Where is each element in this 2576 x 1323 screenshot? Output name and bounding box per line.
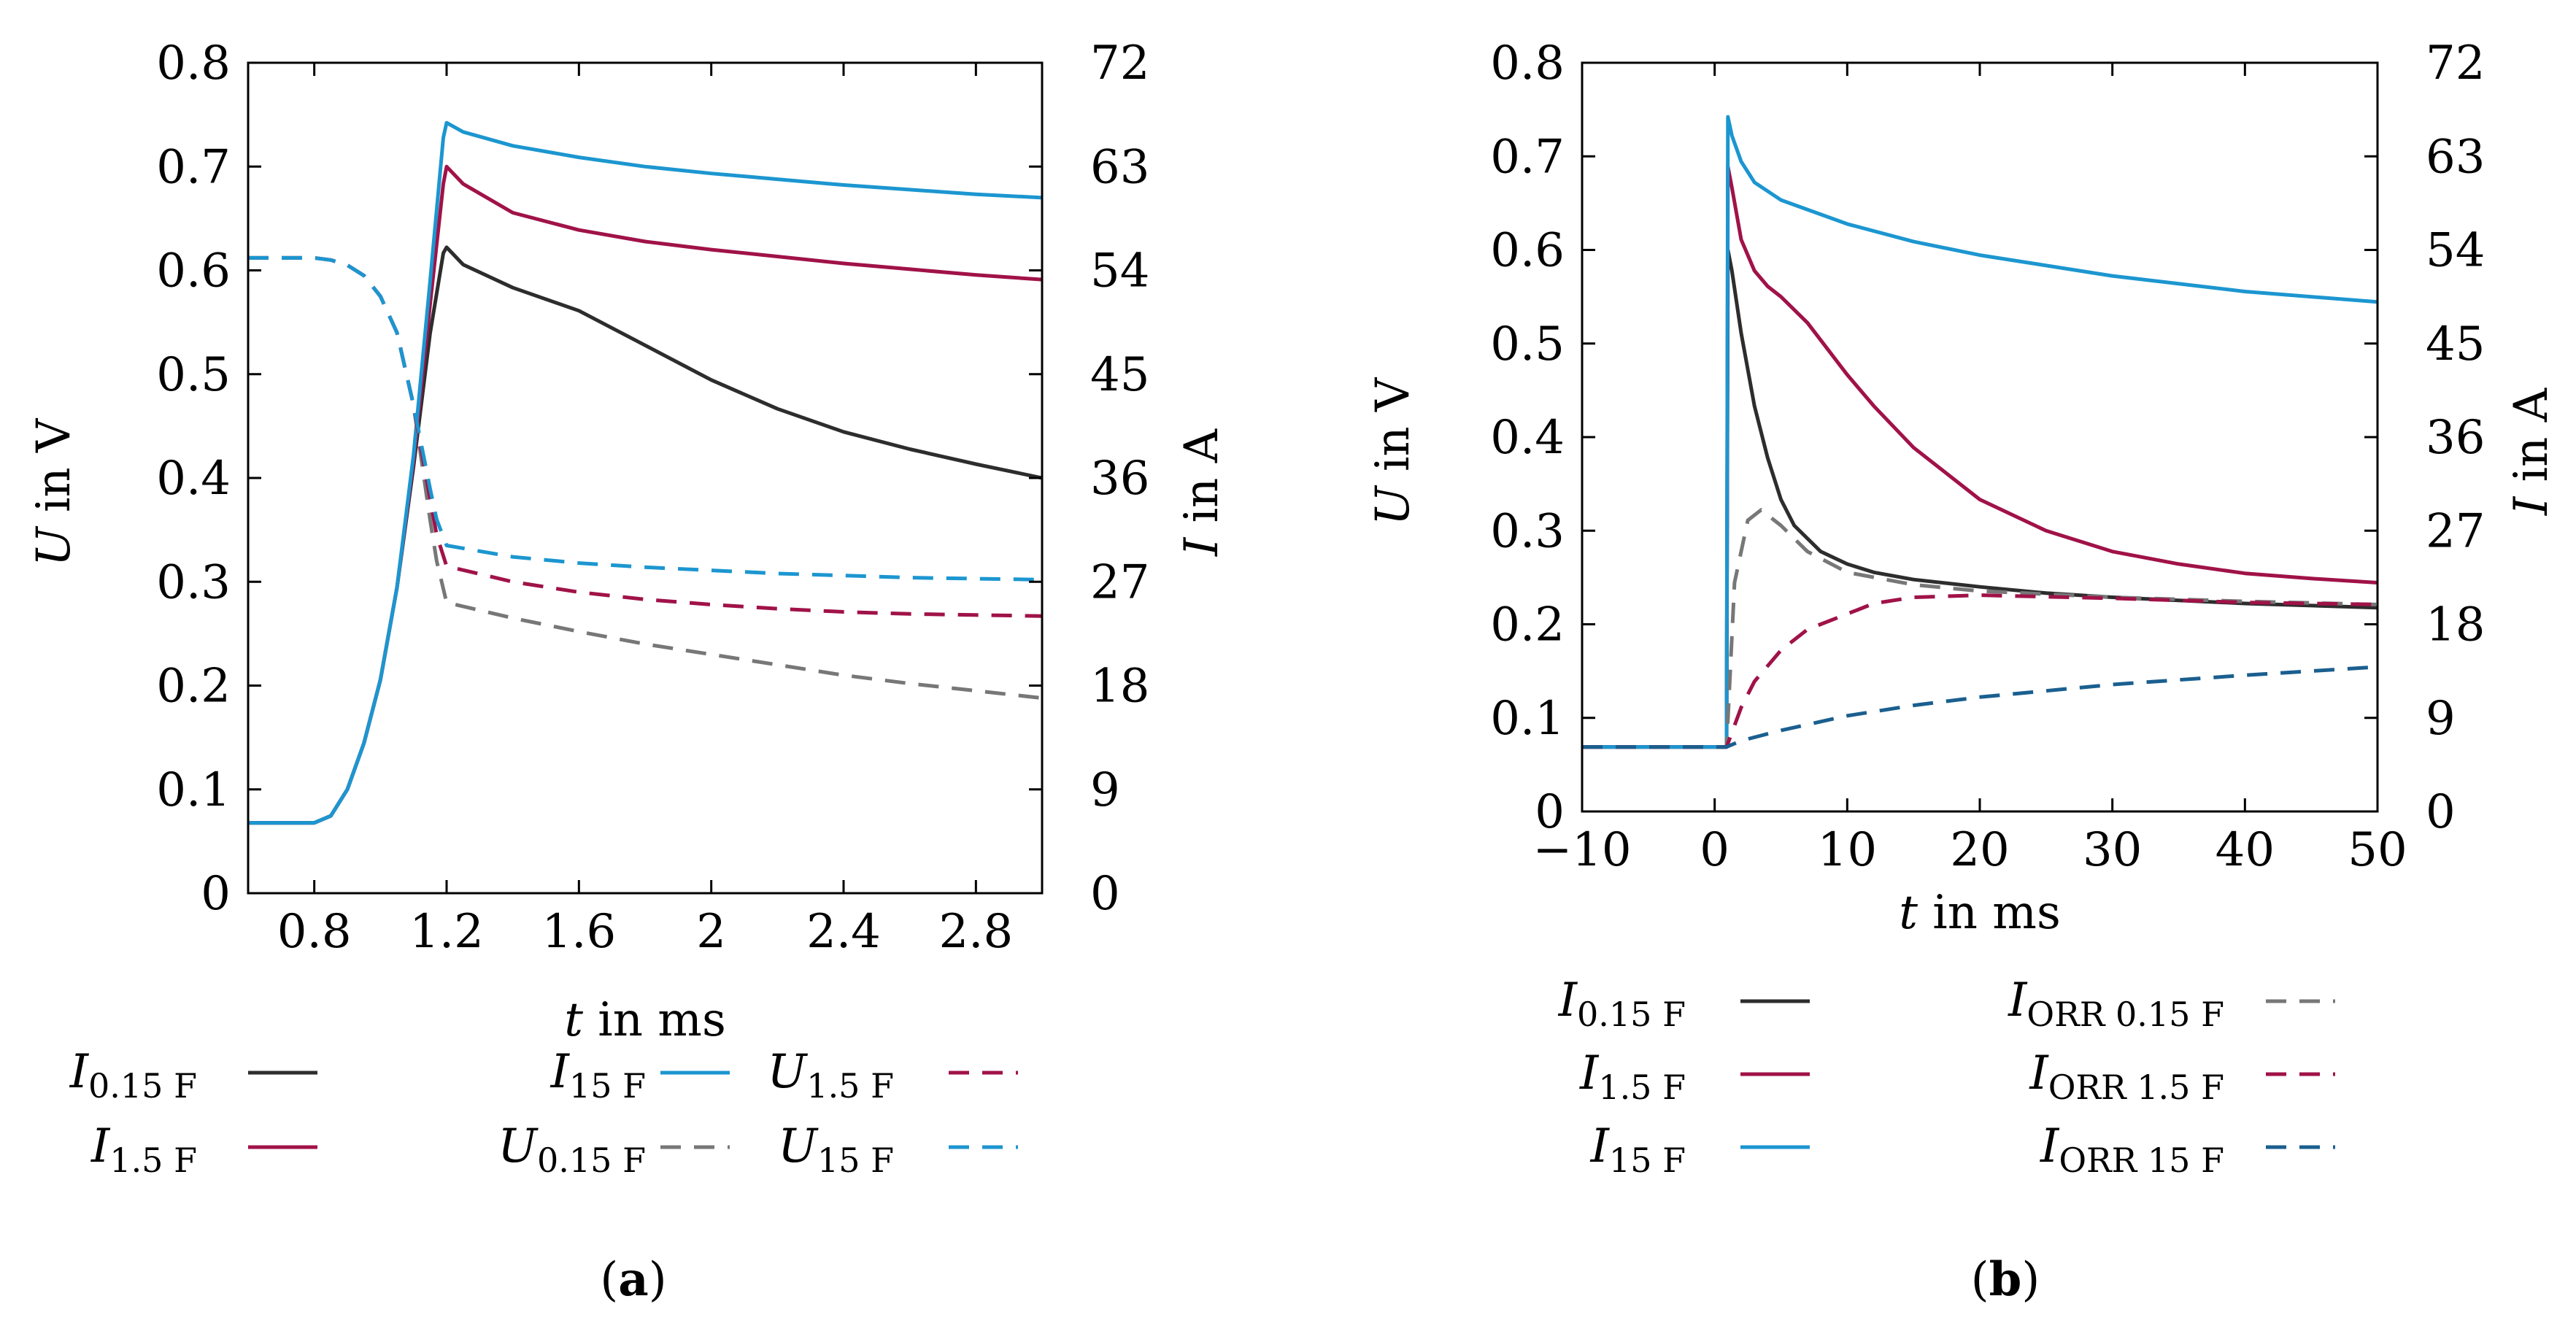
- legend: I0.15 F I1.5 F I15 F U0.15 F U1.5 F U15 F: [69, 1045, 1018, 1180]
- y-left-tick-label: 0.1: [1490, 692, 1565, 746]
- y-left-tick-label: 0.8: [1490, 36, 1565, 90]
- y-right-tick-label: 18: [1090, 660, 1149, 714]
- chart-panel-b: −10 0 10 20 30 40 5000.10.20.30.40.50.60.70.80…: [1366, 36, 2558, 1307]
- x-axis-label: t in ms: [564, 993, 726, 1047]
- plot-frame: [247, 61, 1044, 895]
- y-right-tick-label: 0: [1090, 867, 1120, 921]
- x-tick-label: 0.8: [277, 905, 352, 959]
- plot-frame: [1581, 61, 2379, 813]
- x-tick-label: 2.4: [806, 905, 881, 959]
- y-left-tick-label: 0.2: [1490, 598, 1565, 652]
- y-right-tick-label: 36: [2426, 411, 2485, 465]
- y-right-axis-label: I in A: [1175, 428, 1229, 557]
- x-tick-label: 2.8: [938, 905, 1013, 959]
- series-group: [248, 120, 1042, 825]
- series-line-I_1.5F: [1582, 165, 2378, 749]
- panel-caption: (a): [600, 1252, 666, 1307]
- x-tick-label: 2: [696, 905, 726, 959]
- legend-label-I_15F: I15 F: [1590, 1119, 1686, 1180]
- x-tick-label: 1.6: [541, 905, 616, 959]
- y-left-tick-label: 0.1: [156, 763, 231, 817]
- y-left-tick-label: 0.8: [156, 36, 231, 90]
- legend-label-U_15F: U15 F: [778, 1119, 894, 1180]
- legend-label-U_0.15F: U0.15 F: [498, 1119, 646, 1180]
- x-tick-label: 40: [2216, 823, 2275, 877]
- x-tick-label: 50: [2348, 823, 2407, 877]
- series-line-I_ORR1.5F: [1582, 593, 2378, 749]
- y-right-tick-label: 45: [1090, 348, 1149, 402]
- y-right-tick-label: 54: [2426, 224, 2485, 278]
- y-right-tick-label: 63: [2426, 130, 2485, 184]
- legend-label-U_1.5F: U1.5 F: [767, 1045, 894, 1106]
- y-left-tick-label: 0: [201, 867, 231, 921]
- series-line-I_15F: [248, 120, 1042, 825]
- y-right-tick-label: 9: [1090, 763, 1120, 817]
- y-left-tick-label: 0.3: [156, 555, 231, 609]
- x-tick-label: 1.2: [409, 905, 484, 959]
- y-left-axis-label: U in V: [1366, 377, 1420, 525]
- series-line-I_ORR0.15F: [1582, 508, 2378, 749]
- y-right-axis-label: I in A: [2504, 387, 2558, 516]
- y-right-tick-label: 36: [1090, 452, 1149, 506]
- y-left-tick-label: 0.6: [1490, 224, 1565, 278]
- legend-label-I_0.15F: I0.15 F: [1558, 973, 1686, 1034]
- legend-label-I_15F: I15 F: [550, 1045, 646, 1106]
- x-tick-label: 30: [2083, 823, 2142, 877]
- y-left-axis-label: U in V: [27, 417, 81, 566]
- x-tick-label: 10: [1818, 823, 1877, 877]
- y-right-tick-label: 72: [2426, 36, 2485, 90]
- x-tick-label: 20: [1950, 823, 2009, 877]
- y-left-tick-label: 0.4: [1490, 411, 1565, 465]
- y-right-tick-label: 18: [2426, 598, 2485, 652]
- legend-label-I_0.15F: I0.15 F: [69, 1045, 197, 1106]
- y-right-tick-label: 9: [2426, 692, 2456, 746]
- x-tick-label: 0: [1700, 823, 1729, 877]
- legend-label-I_ORR1.5F: IORR 1.5 F: [2029, 1046, 2224, 1107]
- y-right-tick-label: 27: [1090, 555, 1149, 609]
- y-right-tick-label: 54: [1090, 244, 1149, 298]
- chart-panel-a: 0.8 1.2 1.6 2 2.4 2.8 0 0.1 0.2 0.3 0.4 0.5 0.6 0.7 0.…: [27, 36, 1229, 1307]
- legend-label-I_ORR15F: IORR 15 F: [2040, 1119, 2224, 1180]
- y-left-tick-label: 0.3: [1490, 504, 1565, 558]
- series-line-I_ORR15F: [1582, 665, 2378, 749]
- panel-caption: (b): [1971, 1252, 2040, 1307]
- x-tick-label: −10: [1532, 823, 1631, 877]
- x-axis-label: t in ms: [1899, 886, 2061, 940]
- legend-label-I_1.5F: I1.5 F: [90, 1119, 197, 1180]
- y-left-tick-label: 0.4: [156, 452, 231, 506]
- series-group: [1582, 115, 2378, 749]
- series-line-U_15F: [248, 255, 1042, 582]
- y-right-tick-label: 72: [1090, 36, 1149, 90]
- y-left-tick-label: 0.2: [156, 660, 231, 714]
- y-left-tick-label: 0.7: [1490, 130, 1565, 184]
- y-right-tick-label: 45: [2426, 317, 2485, 371]
- legend-label-I_1.5F: I1.5 F: [1579, 1046, 1686, 1107]
- y-right-tick-label: 27: [2426, 504, 2485, 558]
- y-left-tick-label: 0.5: [1490, 317, 1565, 371]
- series-line-U_0.15F: [248, 255, 1042, 701]
- series-line-U_1.5F: [248, 255, 1042, 618]
- series-line-I_15F: [1582, 115, 2378, 749]
- y-left-tick-label: 0.6: [156, 244, 231, 298]
- legend-label-I_ORR0.15F: IORR 0.15 F: [2008, 973, 2224, 1034]
- y-left-tick-label: 0: [1535, 785, 1565, 839]
- y-right-tick-label: 63: [1090, 140, 1149, 194]
- y-left-tick-label: 0.5: [156, 348, 231, 402]
- legend: I0.15 F I1.5 F I15 F IORR 0.15 F IORR 1.5 F I…: [1558, 973, 2335, 1180]
- y-left-tick-label: 0.7: [156, 140, 231, 194]
- y-right-tick-label: 0: [2426, 785, 2456, 839]
